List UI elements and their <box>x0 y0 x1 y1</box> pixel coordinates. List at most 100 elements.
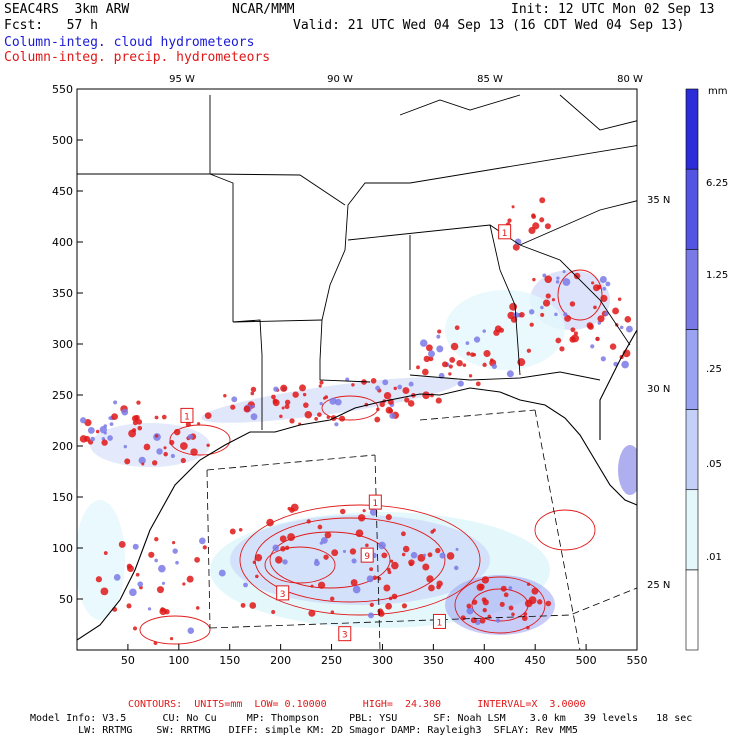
convective-cell <box>287 533 296 542</box>
convective-cell <box>182 582 186 586</box>
convective-cell <box>595 336 600 342</box>
model-title: SEAC4RS 3km ARW <box>4 2 130 17</box>
convective-cell <box>231 396 238 403</box>
convective-cell <box>170 453 175 459</box>
contour-marker-box <box>368 494 382 510</box>
precip-contours <box>139 269 603 645</box>
contour-marker-label: 1 <box>372 499 378 509</box>
convective-cell <box>331 549 339 557</box>
convective-cell <box>427 350 435 358</box>
x-tick-label: 50 <box>121 654 135 667</box>
convective-cell <box>352 585 361 594</box>
x-tick-label: 400 <box>474 654 495 667</box>
convective-cell <box>466 351 471 356</box>
convective-cell <box>475 381 481 387</box>
convective-cell <box>195 606 200 610</box>
convective-cell <box>609 343 617 350</box>
convective-cell <box>529 309 535 315</box>
x-tick-label: 550 <box>627 654 648 667</box>
model-info-line2: LW: RRTMG SW: RRTMG DIFF: simple KM: 2D … <box>30 725 578 736</box>
convective-cell <box>508 605 514 611</box>
convective-cell <box>590 344 595 349</box>
convective-cell <box>564 315 572 322</box>
convective-cell <box>531 587 539 595</box>
convective-cell <box>466 603 472 609</box>
convective-cell <box>100 587 109 596</box>
convective-cell <box>471 599 478 605</box>
y-tick-label: 50 <box>59 593 73 606</box>
convective-cell <box>419 339 428 347</box>
x-tick-label: 250 <box>321 654 342 667</box>
convective-cell <box>379 401 385 408</box>
convective-cell <box>243 582 248 588</box>
convective-cell <box>350 579 358 586</box>
convective-cell <box>542 273 547 278</box>
convective-cell <box>404 397 410 403</box>
convective-cell <box>185 421 191 428</box>
lon-label: 85 W <box>477 74 503 85</box>
convective-cell <box>154 558 158 563</box>
convective-cell <box>498 327 505 333</box>
convective-cell <box>319 541 323 545</box>
convective-cell <box>292 391 299 398</box>
convective-cell <box>597 315 605 323</box>
forecast-hour: Fcst: 57 h <box>4 18 98 33</box>
convective-cell <box>435 547 441 554</box>
convective-cell <box>542 299 551 307</box>
convective-cell <box>612 307 619 315</box>
cloud-field-label: Column-integ. cloud hydrometeors <box>4 35 255 50</box>
contour-marker-box <box>180 407 194 423</box>
convective-cell <box>569 301 576 307</box>
convective-cell <box>250 386 257 393</box>
y-tick-label: 100 <box>52 542 73 555</box>
convective-cell <box>308 609 316 617</box>
convective-cell <box>468 374 473 378</box>
y-tick-label: 300 <box>52 338 73 351</box>
convective-cell <box>407 400 415 407</box>
org-label: NCAR/MMM <box>232 2 295 17</box>
convective-cell <box>329 397 337 405</box>
convective-cell <box>121 408 129 416</box>
convective-cell <box>128 429 137 438</box>
convective-cell <box>436 580 443 587</box>
convective-cell <box>369 508 378 516</box>
convective-cell <box>111 413 118 421</box>
convective-cell <box>143 443 151 451</box>
convective-cell <box>198 537 206 545</box>
convective-cell <box>482 599 489 606</box>
convective-cell <box>136 419 143 425</box>
convective-cell <box>422 368 429 376</box>
convective-cell <box>427 552 433 558</box>
convective-cell <box>512 243 520 251</box>
convective-cell <box>314 417 318 421</box>
convective-cell <box>513 312 520 318</box>
convective-cell <box>435 397 442 404</box>
convective-cell <box>537 599 543 605</box>
convective-cell <box>190 448 198 456</box>
convective-cell <box>323 554 329 560</box>
convective-cell <box>357 514 366 522</box>
convective-cell <box>374 416 381 423</box>
convective-cell <box>529 322 534 327</box>
convective-cell <box>391 561 399 570</box>
lat-label: 30 N <box>647 384 670 395</box>
colorbar-label: .05 <box>706 459 722 470</box>
convective-cell <box>626 325 633 333</box>
convective-cell <box>381 552 388 559</box>
convective-cell <box>430 530 435 534</box>
convective-cell <box>422 553 427 557</box>
contour-info: CONTOURS: UNITS=mm LOW= 0.10000 HIGH= 24… <box>128 699 586 710</box>
convective-cell <box>528 596 537 605</box>
convective-cell <box>334 398 342 406</box>
convective-cell <box>129 588 137 597</box>
convective-cell <box>339 508 346 515</box>
convective-cell <box>137 425 143 431</box>
convective-cell <box>355 529 364 538</box>
convective-cell <box>391 593 398 600</box>
convective-cell <box>544 275 553 284</box>
convective-cell <box>319 380 324 385</box>
y-tick-label: 500 <box>52 134 73 147</box>
convective-cell <box>473 336 481 343</box>
colorbar-label: .25 <box>706 364 722 375</box>
convective-cell <box>118 540 126 548</box>
